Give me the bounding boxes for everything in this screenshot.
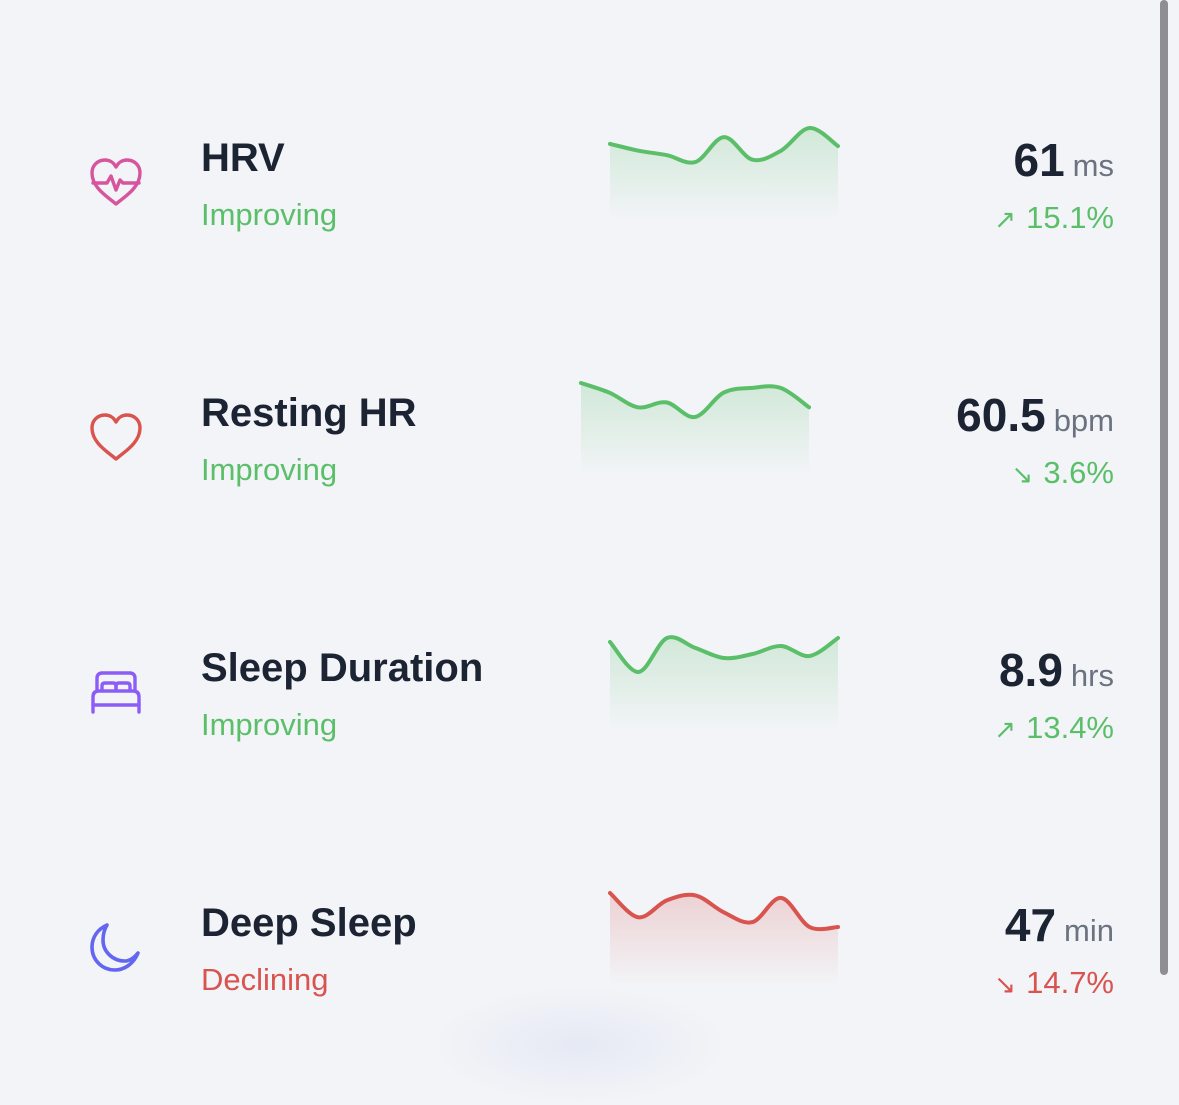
- metric-status: Improving: [201, 707, 338, 742]
- metric-value-number: 60.5: [956, 389, 1046, 441]
- arrow-up-right-icon: ↗: [994, 204, 1017, 234]
- metric-value: 61 ms: [1014, 132, 1115, 200]
- metric-row-resting-hr[interactable]: Resting HR Improving 60.5 bpm ↘ 3.6%: [0, 375, 1150, 505]
- metric-status: Declining: [201, 962, 329, 997]
- metric-value: 8.9 hrs: [999, 642, 1114, 710]
- metric-change: ↗ 15.1%: [994, 199, 1114, 238]
- metric-value-unit: hrs: [1070, 658, 1114, 693]
- metric-change: ↘ 14.7%: [994, 964, 1114, 1003]
- metric-value: 47 min: [1005, 897, 1114, 965]
- metric-value-number: 61: [1013, 134, 1065, 186]
- metric-change: ↗ 13.4%: [994, 709, 1114, 748]
- metric-name: Sleep Duration: [201, 646, 484, 690]
- sparkline-chart: [608, 635, 840, 730]
- metric-change-value: 14.7%: [1026, 965, 1114, 1000]
- sparkline-area: [610, 637, 838, 730]
- metric-change-value: 3.6%: [1043, 455, 1114, 490]
- sparkline-area: [610, 127, 838, 220]
- metric-value: 60.5 bpm: [956, 387, 1114, 455]
- arrow-down-right-icon: ↘: [1011, 459, 1034, 489]
- metric-row-sleep-duration[interactable]: Sleep Duration Improving 8.9 hrs ↗ 13.4%: [0, 630, 1150, 760]
- sparkline-area: [581, 383, 809, 475]
- metric-value-unit: min: [1064, 913, 1114, 948]
- metric-value-number: 47: [1004, 899, 1057, 951]
- sparkline-line: [608, 891, 840, 932]
- sparkline-chart: [579, 381, 811, 475]
- bed-icon: [86, 662, 146, 722]
- scrollbar[interactable]: [1160, 0, 1168, 975]
- heart-pulse-icon: [86, 152, 146, 212]
- sparkline-line: [579, 381, 811, 420]
- sparkline-area: [610, 893, 838, 985]
- metric-status: Improving: [201, 452, 338, 487]
- sparkline-line: [608, 635, 840, 674]
- metric-value-number: 8.9: [998, 644, 1063, 696]
- sparkline-line: [608, 126, 840, 165]
- metric-name: Deep Sleep: [201, 901, 417, 945]
- metric-status: Improving: [201, 197, 338, 232]
- metric-value-unit: bpm: [1053, 403, 1114, 438]
- sparkline-deep-sleep: [608, 885, 840, 985]
- metric-value-unit: ms: [1072, 148, 1114, 183]
- arrow-up-right-icon: ↗: [994, 714, 1017, 744]
- metric-name: Resting HR: [201, 391, 417, 435]
- metric-change-value: 13.4%: [1026, 710, 1114, 745]
- sparkline-chart: [608, 891, 840, 985]
- metric-row-deep-sleep[interactable]: Deep Sleep Declining 47 min ↘ 14.7%: [0, 885, 1150, 1015]
- moon-icon: [86, 917, 146, 977]
- arrow-down-right-icon: ↘: [994, 969, 1017, 999]
- sparkline-sleep-duration: [608, 630, 840, 730]
- metric-change: ↘ 3.6%: [1012, 454, 1114, 493]
- heart-icon: [86, 407, 146, 467]
- sparkline-chart: [608, 126, 840, 220]
- sparkline-resting-hr: [579, 375, 811, 475]
- metric-row-hrv[interactable]: HRV Improving 61 ms ↗ 15.1%: [0, 120, 1150, 250]
- metric-name: HRV: [201, 136, 285, 180]
- sparkline-hrv: [608, 120, 840, 220]
- metric-change-value: 15.1%: [1026, 200, 1114, 235]
